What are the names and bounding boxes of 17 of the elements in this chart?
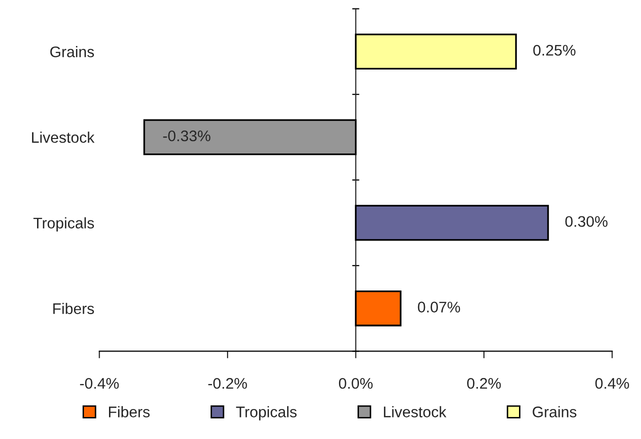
- x-tick-label: -0.4%: [80, 378, 119, 389]
- y-tick-label: Grains: [50, 46, 94, 58]
- y-tick-label: Livestock: [32, 132, 95, 143]
- x-tick-label: 0.0%: [338, 378, 373, 389]
- data-label: -0.33%: [163, 130, 210, 142]
- x-tick-label: -0.2%: [208, 378, 247, 389]
- legend-label: Fibers: [108, 406, 150, 418]
- y-tick-label: Tropicals: [33, 217, 94, 232]
- legend-label: Grains: [532, 406, 576, 418]
- legend-label: Tropicals: [236, 406, 297, 420]
- data-label: 0.07%: [418, 302, 460, 312]
- y-tick-label: Fibers: [53, 302, 94, 314]
- data-label: 0.30%: [565, 216, 608, 227]
- x-tick-label: 0.4%: [595, 378, 630, 389]
- legend-label: Livestock: [384, 406, 446, 418]
- x-tick-label: 0.2%: [467, 378, 501, 389]
- data-label: 0.25%: [533, 44, 576, 56]
